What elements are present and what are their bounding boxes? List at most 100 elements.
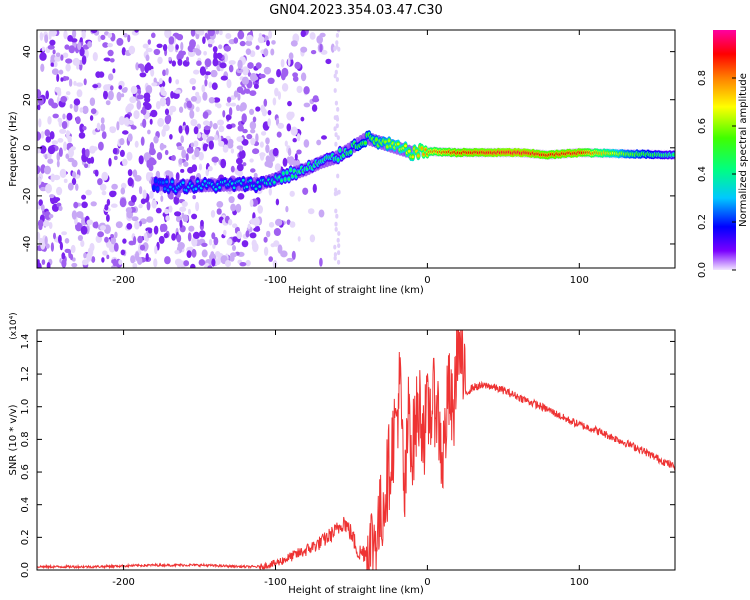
noise-speckle <box>83 78 87 86</box>
noise-speckle <box>75 222 83 232</box>
snr-x-axis-label: Height of straight line (km) <box>288 585 424 596</box>
noise-speckle <box>334 208 338 214</box>
noise-speckle <box>51 68 59 75</box>
noise-speckle <box>56 160 60 168</box>
signal-core <box>342 154 345 157</box>
noise-speckle <box>146 216 154 223</box>
signal-core <box>163 187 167 191</box>
noise-speckle <box>85 148 90 158</box>
noise-speckle <box>255 133 259 143</box>
noise-speckle <box>162 44 168 52</box>
colorbar-tick-label: 0.4 <box>697 166 708 182</box>
noise-speckle <box>122 158 128 166</box>
noise-speckle <box>296 133 301 142</box>
noise-speckle <box>193 69 200 75</box>
snr-panel: -200 -100 0 100 0.0 0.2 0.4 0.6 0.8 1.0 1.2 1.4 He… <box>8 312 676 596</box>
y-tick-label: 0.4 <box>20 497 31 513</box>
spectrogram-y-axis-label: Frequency (Hz) <box>8 111 19 187</box>
noise-speckle <box>319 32 326 38</box>
noise-speckle <box>81 201 88 209</box>
noise-speckle <box>212 123 218 130</box>
noise-speckle <box>67 135 72 143</box>
noise-speckle <box>96 122 101 131</box>
snr-y-multiplier: (x10⁴) <box>9 312 19 339</box>
noise-speckle <box>333 115 337 120</box>
signal-core <box>170 180 174 183</box>
noise-speckle <box>115 221 123 229</box>
noise-speckle <box>259 73 266 79</box>
noise-speckle <box>40 186 47 192</box>
noise-speckle <box>337 189 341 195</box>
noise-speckle <box>237 59 243 69</box>
noise-speckle <box>137 235 143 244</box>
noise-speckle <box>143 232 148 241</box>
noise-speckle <box>136 100 142 110</box>
noise-speckle <box>219 62 227 69</box>
noise-speckle <box>237 30 245 40</box>
noise-speckle <box>245 230 250 238</box>
noise-speckle <box>180 135 184 143</box>
noise-speckle <box>178 125 183 134</box>
noise-speckle <box>82 105 89 115</box>
x-tick-label: 100 <box>570 577 589 588</box>
noise-speckle <box>296 85 303 94</box>
noise-speckle <box>155 101 161 110</box>
snr-y-axis: 0.0 0.2 0.4 0.6 0.8 1.0 1.2 1.4 <box>20 333 675 578</box>
noise-speckle <box>186 56 189 62</box>
noise-speckle <box>191 248 197 258</box>
noise-speckle <box>113 242 119 252</box>
noise-speckle <box>302 187 309 195</box>
noise-speckle <box>213 236 219 246</box>
noise-speckle <box>333 88 337 93</box>
noise-speckle <box>285 205 289 213</box>
noise-speckle <box>157 56 163 65</box>
noise-speckle <box>202 143 208 152</box>
noise-speckle <box>158 78 163 85</box>
noise-speckle <box>63 141 67 151</box>
noise-speckle <box>164 108 170 116</box>
noise-speckle <box>240 102 247 111</box>
noise-speckle <box>202 91 208 101</box>
noise-speckle <box>267 118 272 127</box>
noise-speckle <box>202 36 206 44</box>
noise-speckle <box>181 201 188 207</box>
noise-speckle <box>275 198 280 206</box>
noise-speckle <box>250 168 256 173</box>
noise-speckle <box>208 81 213 89</box>
noise-speckle <box>175 79 180 85</box>
signal-core <box>407 150 411 153</box>
noise-speckle <box>210 251 215 258</box>
noise-speckle <box>216 119 225 126</box>
noise-speckle <box>77 42 82 51</box>
noise-speckle <box>207 165 213 172</box>
noise-speckle <box>263 48 269 57</box>
noise-speckle <box>200 219 204 227</box>
noise-speckle <box>336 173 340 179</box>
noise-speckle <box>288 52 294 60</box>
noise-speckle <box>228 60 236 65</box>
noise-speckle <box>87 41 93 48</box>
noise-speckle <box>149 158 157 166</box>
noise-speckle <box>75 82 84 87</box>
noise-speckle <box>235 104 241 112</box>
x-tick-label: -100 <box>264 577 287 588</box>
noise-speckle <box>220 75 228 81</box>
noise-speckle <box>266 40 270 47</box>
noise-speckle <box>189 78 197 85</box>
noise-speckle <box>47 44 55 50</box>
noise-speckle <box>292 75 299 82</box>
signal-core <box>258 185 262 188</box>
signal-core <box>196 180 200 183</box>
noise-speckle <box>168 195 174 200</box>
noise-speckle <box>195 91 200 97</box>
noise-speckle <box>218 125 225 133</box>
noise-speckle <box>102 42 109 48</box>
noise-speckle <box>44 236 48 246</box>
noise-speckle <box>107 49 114 57</box>
noise-speckle <box>153 258 158 268</box>
noise-speckle <box>225 33 232 39</box>
noise-speckle <box>280 250 288 258</box>
noise-speckle <box>310 50 317 55</box>
x-tick-label: 100 <box>570 275 589 286</box>
y-tick-label: 1.4 <box>20 333 31 349</box>
